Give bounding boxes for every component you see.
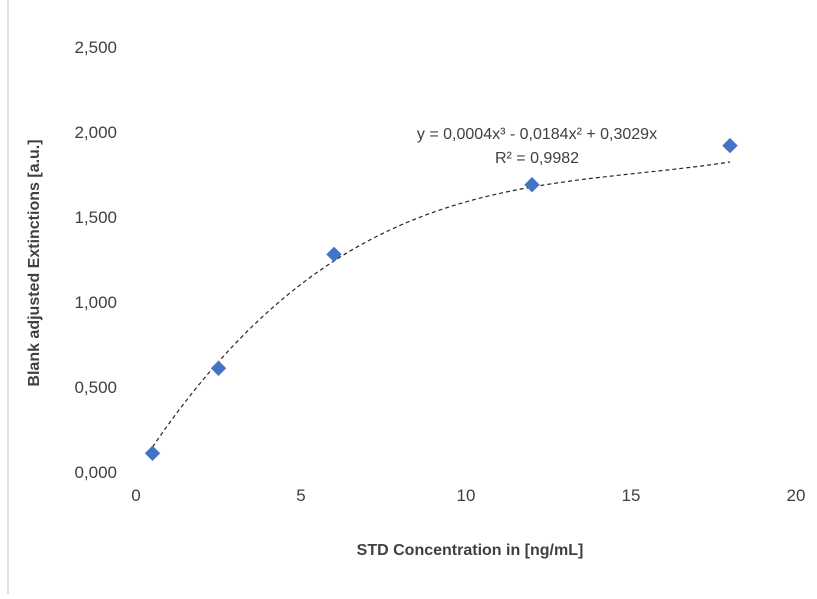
x-tick-label: 15	[622, 486, 641, 505]
trendline	[152, 161, 731, 448]
trendline-r-squared: R² = 0,9982	[495, 150, 579, 167]
x-tick-label: 5	[296, 486, 305, 505]
x-axis-title: STD Concentration in [ng/mL]	[357, 542, 584, 559]
y-axis-title: Blank adjusted Extinctions [a.u.]	[26, 139, 43, 386]
y-tick-labels: 0,000 0,500 1,000 1,500 2,000 2,500	[74, 38, 117, 482]
x-tick-label: 0	[131, 486, 140, 505]
data-point	[144, 445, 161, 462]
y-tick-label: 2,000	[74, 123, 117, 142]
x-tick-labels: 0 5 10 15 20	[131, 486, 805, 505]
x-tick-label: 10	[457, 486, 476, 505]
y-tick-label: 1,500	[74, 208, 117, 227]
data-point	[326, 246, 342, 263]
data-points-layer	[144, 137, 738, 462]
trendline-equation: y = 0,0004x³ - 0,0184x² + 0,3029x	[417, 126, 657, 143]
x-tick-label: 20	[787, 486, 806, 505]
data-point	[524, 176, 540, 193]
y-tick-label: 2,500	[74, 38, 117, 57]
y-tick-label: 0,000	[74, 463, 117, 482]
y-tick-label: 0,500	[74, 378, 117, 397]
data-point	[210, 360, 227, 377]
trendline-layer	[152, 161, 731, 448]
data-point	[722, 137, 738, 154]
y-tick-label: 1,000	[74, 293, 117, 312]
